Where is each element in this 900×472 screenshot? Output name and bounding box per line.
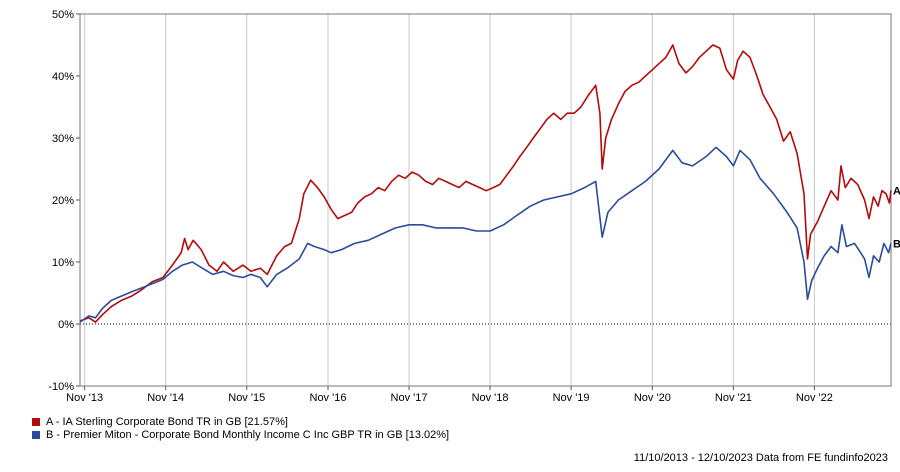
x-tick-label: Nov '21 [715, 392, 752, 404]
y-tick-label: 50% [52, 9, 74, 21]
y-tick-label: 10% [52, 257, 74, 269]
plot-frame [79, 13, 892, 387]
y-tick-label: -10% [48, 381, 74, 393]
series-line-a [79, 44, 892, 323]
y-tick-label: 20% [52, 195, 74, 207]
legend-swatch-b [32, 430, 40, 439]
x-tick-label: Nov '19 [553, 392, 590, 404]
x-tick-label: Nov '22 [796, 392, 833, 404]
x-tick-label: Nov '13 [66, 392, 103, 404]
gridlines [80, 14, 891, 386]
x-tick-label: Nov '20 [634, 392, 671, 404]
legend-label-b: B - Premier Miton - Corporate Bond Month… [46, 428, 450, 441]
x-tick-label: Nov '15 [228, 392, 265, 404]
date-range-footer: 11/10/2013 - 12/10/2023 Data from FE fun… [633, 452, 888, 464]
x-tick-label: Nov '18 [472, 392, 509, 404]
x-tick-label: Nov '14 [147, 392, 184, 404]
series-end-label-b: B [893, 238, 900, 250]
legend: A - IA Sterling Corporate Bond TR in GB … [32, 415, 449, 441]
x-tick-label: Nov '16 [310, 392, 347, 404]
series-end-label-a: A [893, 185, 900, 197]
legend-swatch-a [32, 417, 40, 426]
series-lines [79, 44, 892, 323]
y-tick-label: 30% [52, 133, 74, 145]
series-line-b [79, 146, 892, 323]
y-tick-label: 0% [58, 319, 74, 331]
legend-label-a: A - IA Sterling Corporate Bond TR in GB … [46, 415, 288, 428]
legend-item-b: B - Premier Miton - Corporate Bond Month… [32, 428, 449, 441]
legend-item-a: A - IA Sterling Corporate Bond TR in GB … [32, 415, 449, 428]
y-tick-label: 40% [52, 71, 74, 83]
axes: Nov '13 Nov '14 Nov '15 Nov '16 Nov '17 Nov '… [48, 9, 892, 404]
x-tick-label: Nov '17 [391, 392, 428, 404]
series-end-labels: AB [893, 185, 900, 250]
